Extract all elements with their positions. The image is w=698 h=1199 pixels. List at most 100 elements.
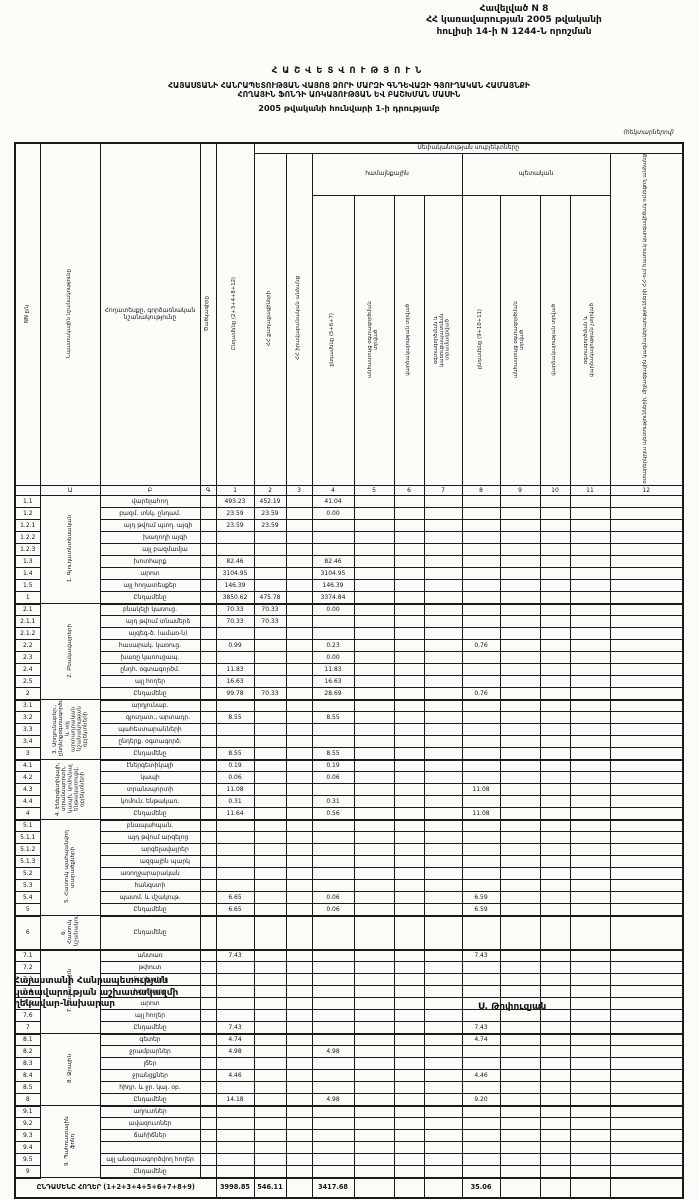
value-cell [461, 723, 501, 737]
value-cell [393, 831, 425, 845]
land-type-label: արոտ [99, 567, 201, 581]
value-cell [311, 1081, 355, 1095]
value-cell: 452.19 [253, 495, 287, 509]
table-row: 2.1.2 այգեգ-ծ. (ամառ-ն) [14, 627, 684, 641]
value-cell [499, 1153, 541, 1167]
value-cell [393, 615, 425, 629]
value-cell [499, 627, 541, 641]
value-cell [461, 507, 501, 521]
table-row: 1.3 խոտհարք 82.46 82.46 [14, 555, 684, 569]
value-cell: 7.43 [461, 1021, 501, 1035]
value-cell [539, 819, 571, 833]
code-cell [199, 567, 217, 581]
value-cell [461, 985, 501, 999]
value-cell [423, 1021, 463, 1035]
value-cell [393, 675, 425, 689]
value-cell [461, 831, 501, 845]
value-cell [353, 949, 395, 963]
value-cell [353, 507, 395, 521]
value-cell [253, 1021, 287, 1035]
value-cell: 0.31 [215, 795, 255, 809]
value-cell [609, 903, 684, 917]
value-cell [285, 723, 313, 737]
land-type-label: խաղողի այգի [99, 531, 201, 545]
value-cell [393, 783, 425, 797]
value-cell [499, 1141, 541, 1155]
table-row: 3.1 3. Արդյունաբեր., ընդերքօգտագործման և … [14, 699, 684, 761]
value-cell [609, 831, 684, 845]
value-cell [499, 1105, 541, 1119]
value-cell [569, 1069, 611, 1083]
value-cell [423, 997, 463, 1011]
value-cell [423, 507, 463, 521]
value-cell [353, 915, 395, 951]
row-number: 9 [14, 1165, 41, 1179]
column-number: 5 [353, 485, 395, 497]
value-cell [609, 507, 684, 521]
value-cell: 493.23 [215, 495, 255, 509]
land-type-label: խառը կառուցապ. [99, 651, 201, 665]
value-cell [285, 867, 313, 881]
table-row: 8.3 լճեր [14, 1057, 684, 1071]
code-cell [199, 603, 217, 617]
value-cell [569, 699, 611, 713]
value-cell [393, 507, 425, 521]
value-cell [215, 1117, 255, 1131]
value-cell: 4.98 [215, 1045, 255, 1059]
value-cell [569, 519, 611, 533]
value-cell [569, 985, 611, 999]
value-cell [253, 711, 287, 725]
value-cell [499, 675, 541, 689]
value-cell [569, 1081, 611, 1095]
value-cell [285, 555, 313, 569]
value-cell [353, 579, 395, 593]
header-community-total: ընդամենը (5+6+7) [311, 194, 355, 487]
land-type-label: ազգային պարկ [99, 855, 201, 869]
code-cell [199, 949, 217, 963]
land-type-label: այգեգ-ծ. (ամառ-ն) [99, 627, 201, 641]
column-number: 10 [539, 485, 571, 497]
value-cell [285, 735, 313, 749]
value-cell [423, 1129, 463, 1143]
value-cell [285, 531, 313, 545]
land-type-label: գյուղատ., արտադր. [99, 711, 201, 725]
land-type-label: հասարակ. կառուց. [99, 639, 201, 653]
header-ownership-span: Սեփականության սուբյեկտները [253, 142, 684, 154]
value-cell [609, 723, 684, 737]
row-number: 1.2.1 [14, 519, 41, 533]
code-cell [199, 639, 217, 653]
value-cell [539, 831, 571, 845]
value-cell [353, 1057, 395, 1071]
value-cell [393, 495, 425, 509]
value-cell: 6.65 [215, 903, 255, 917]
value-cell [253, 579, 287, 593]
row-number: 5.1.1 [14, 831, 41, 845]
value-cell [609, 675, 684, 689]
value-cell [569, 1009, 611, 1023]
value-cell [253, 699, 287, 713]
value-cell [461, 567, 501, 581]
title-block: ՀԱՇՎԵՏՎՈՒԹՅՈՒՆ ՀԱՅԱՍՏԱՆԻ ՀԱՆՐԱՊԵՏՈՒԹՅԱՆ … [0, 66, 698, 113]
value-cell [423, 723, 463, 737]
section-label: 7. Անտառային [39, 949, 101, 1035]
value-cell: 7.43 [215, 949, 255, 963]
value-cell [253, 567, 287, 581]
value-cell [569, 759, 611, 773]
value-cell [539, 1153, 571, 1167]
value-cell [215, 543, 255, 557]
value-cell [539, 615, 571, 629]
value-cell [215, 867, 255, 881]
land-type-label [99, 1141, 201, 1155]
table-row: 5.1.1 այդ թվում արգելոց [14, 831, 684, 845]
land-type-label: բազմ. տնկ. ընդամ. [99, 507, 201, 521]
header-row-number: NN ը/կ [14, 142, 41, 487]
land-type-label: խոտհարք [99, 555, 201, 569]
code-cell [199, 915, 217, 951]
value-cell [569, 807, 611, 821]
value-cell [285, 603, 313, 617]
value-cell [539, 903, 571, 917]
value-cell [393, 627, 425, 641]
value-cell: 0.99 [215, 639, 255, 653]
value-cell [569, 1153, 611, 1167]
value-cell [253, 1057, 287, 1071]
